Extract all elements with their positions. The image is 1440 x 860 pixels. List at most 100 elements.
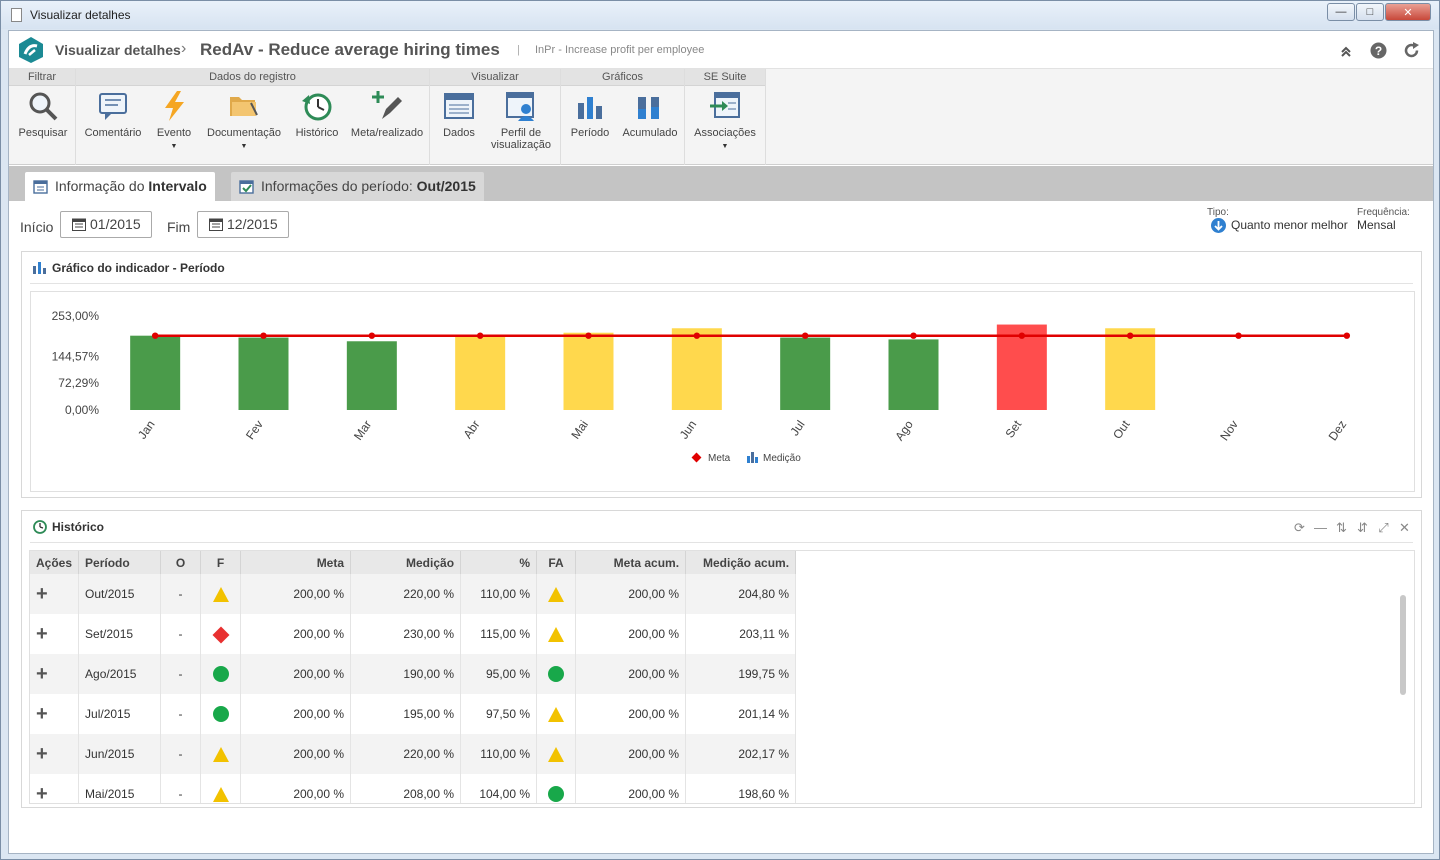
plus-icon[interactable]: + [36, 702, 48, 725]
meta-point [260, 332, 267, 339]
ribbon-group-title: Filtrar [9, 69, 75, 86]
window-title: Visualizar detalhes [30, 8, 131, 22]
medicao-cell: 208,00 % [350, 774, 462, 803]
calendar-icon [72, 218, 86, 231]
col-f[interactable]: F [200, 551, 242, 574]
col-periodo[interactable]: Período [78, 551, 162, 574]
collapse-icon[interactable] [1336, 41, 1355, 60]
o-cell: - [160, 774, 202, 803]
page-header: Visualizar detalhes › RedAv - Reduce ave… [9, 31, 1433, 69]
tab-informacao-intervalo[interactable]: Informação do Intervalo [25, 172, 215, 201]
f-cell [200, 774, 242, 803]
medicao-cell: 190,00 % [350, 654, 462, 694]
o-cell: - [160, 574, 202, 614]
inicio-date-field[interactable]: 01/2015 [60, 211, 152, 238]
meta-cell: 200,00 % [240, 694, 352, 734]
maximize-button[interactable]: □ [1356, 3, 1384, 21]
refresh-icon[interactable]: ⟳ [1294, 519, 1305, 535]
periodo-label: Período [570, 127, 610, 139]
x-tick-label: Jul [787, 418, 807, 439]
alert-diamond-icon [212, 626, 230, 644]
close-icon[interactable]: ✕ [1399, 519, 1410, 535]
vertical-scrollbar[interactable] [1400, 595, 1406, 695]
plus-icon[interactable]: + [36, 582, 48, 605]
refresh-icon[interactable] [1402, 41, 1421, 60]
bar-chart-icon [578, 97, 602, 119]
table-row[interactable]: + Ago/2015-200,00 % 190,00 % 95,00 % 200,00 … [30, 654, 797, 694]
associacoes-button[interactable]: Associações ▼ [689, 89, 761, 153]
evento-button[interactable]: Evento ▼ [150, 89, 198, 153]
periodo-chart-button[interactable]: Período [565, 89, 615, 139]
col-medicao[interactable]: Medição [350, 551, 462, 574]
sort-descending-icon[interactable]: ⇵ [1357, 519, 1368, 535]
stacked-chart-icon [638, 97, 659, 119]
meta-cell: 200,00 % [240, 654, 352, 694]
frequencia-value: Mensal [1357, 218, 1396, 232]
tab1-label: Informação do [55, 178, 149, 194]
fa-cell [536, 694, 577, 734]
plus-icon[interactable]: + [36, 662, 48, 685]
x-tick-label: Abr [460, 418, 482, 441]
acoes-cell: + [30, 774, 80, 804]
o-cell: - [160, 734, 202, 774]
periodo-cell: Jun/2015 [78, 734, 162, 774]
table-row[interactable]: + Mai/2015-200,00 % 208,00 % 104,00 % 200,00… [30, 774, 797, 804]
medicao-cell: 220,00 % [350, 574, 462, 614]
medicao-acum-cell: 202,17 % [685, 734, 797, 774]
header-separator: | [517, 44, 520, 56]
ribbon-group-graficos: Gráficos Período Acumulado [561, 69, 685, 165]
col-percent[interactable]: % [460, 551, 538, 574]
col-medicao-acum[interactable]: Medição acum. [685, 551, 797, 574]
perfil-visualizacao-button[interactable]: Perfil de visualização [488, 89, 554, 151]
documentacao-button[interactable]: Documentação ▼ [204, 89, 284, 153]
meta-point [1018, 332, 1026, 339]
historico-button[interactable]: Histórico [290, 89, 344, 139]
minimize-icon[interactable]: — [1314, 520, 1327, 535]
comentario-button[interactable]: Comentário [82, 89, 144, 139]
y-tick-label: 253,00% [52, 309, 100, 323]
sort-ascending-icon[interactable]: ⇅ [1336, 519, 1347, 535]
ribbon-group-title: Dados do registro [76, 69, 429, 86]
help-icon[interactable]: ? [1369, 41, 1388, 60]
col-fa[interactable]: FA [536, 551, 577, 574]
plus-icon[interactable]: + [36, 742, 48, 765]
close-window-button[interactable]: ✕ [1385, 3, 1431, 21]
col-meta-acum[interactable]: Meta acum. [575, 551, 687, 574]
fa-cell [536, 774, 577, 803]
acoes-cell: + [30, 734, 80, 774]
chart-panel-title: Gráfico do indicador - Período [32, 261, 225, 275]
plus-icon[interactable]: + [36, 622, 48, 645]
tab2-label: Informações do período: [261, 178, 417, 194]
fim-date-field[interactable]: 12/2015 [197, 211, 289, 238]
frequencia-label: Frequência: [1357, 207, 1410, 218]
dados-button[interactable]: Dados [434, 89, 484, 139]
x-tick-label: Jun [677, 418, 700, 442]
plus-icon[interactable]: + [36, 782, 48, 804]
tipo-label: Tipo: [1207, 207, 1229, 218]
meta-point [151, 332, 159, 339]
data-table-icon [444, 93, 474, 119]
col-o[interactable]: O [160, 551, 202, 574]
table-row[interactable]: + Set/2015-200,00 % 230,00 % 115,00 % 200,00… [30, 614, 797, 654]
acumulado-chart-button[interactable]: Acumulado [619, 89, 681, 139]
x-tick-label: Dez [1326, 418, 1350, 444]
table-row[interactable]: + Out/2015-200,00 % 220,00 % 110,00 % 200,00… [30, 574, 797, 614]
table-row[interactable]: + Jul/2015-200,00 % 195,00 % 97,50 % 200,00 … [30, 694, 797, 734]
breadcrumb-root[interactable]: Visualizar detalhes [55, 42, 181, 58]
perfil-label-line2: visualização [491, 139, 551, 151]
tab-informacoes-periodo[interactable]: Informações do período: Out/2015 [231, 172, 484, 201]
col-acoes[interactable]: Ações [30, 551, 80, 574]
meta-realizado-button[interactable]: Meta/realizado [348, 89, 426, 139]
table-row[interactable]: + Jun/2015-200,00 % 220,00 % 110,00 % 200,00… [30, 734, 797, 774]
pesquisar-button[interactable]: Pesquisar [12, 89, 74, 139]
calendar-icon [209, 218, 223, 231]
minimize-button[interactable]: — [1327, 3, 1355, 21]
pesquisar-label: Pesquisar [18, 127, 68, 139]
col-meta[interactable]: Meta [240, 551, 352, 574]
meta-cell: 200,00 % [240, 774, 352, 803]
expand-icon[interactable]: ⤢ [1378, 519, 1389, 535]
acumulado-label: Acumulado [622, 127, 678, 139]
comentario-label: Comentário [84, 127, 142, 139]
history-panel-title: Histórico [32, 520, 104, 534]
fim-value: 12/2015 [227, 216, 278, 232]
